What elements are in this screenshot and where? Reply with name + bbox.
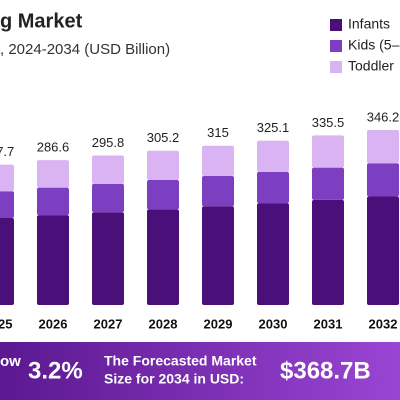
forecast-value: $368.7B: [280, 357, 371, 384]
legend-label: Infants: [348, 16, 390, 32]
bar-segment: [37, 160, 69, 188]
bar-segment: [312, 199, 344, 305]
bar-segment: [147, 180, 179, 210]
bar-segment: [367, 129, 399, 164]
bar-segment: [202, 175, 234, 207]
bar-segment: [202, 206, 234, 305]
chart-title: g Market: [0, 10, 83, 32]
chart-subtitle: , 2024-2034 (USD Billion): [0, 41, 170, 58]
bar-segment: [0, 217, 14, 305]
bar-segment: [0, 164, 14, 192]
legend-swatch: [330, 40, 342, 52]
total-label: 325.1: [257, 120, 290, 135]
bar-segment: [367, 163, 399, 197]
forecast-label: Size for 2034 in USD:: [104, 371, 244, 387]
bar-segment: [92, 212, 124, 305]
bar-segment: [257, 203, 289, 305]
x-tick-label: 2027: [94, 316, 123, 331]
total-label: 286.6: [37, 140, 70, 155]
bar-segment: [312, 167, 344, 200]
bar-segment: [147, 209, 179, 305]
bar-segment: [202, 145, 234, 176]
bar-segment: [92, 183, 124, 213]
total-label: 305.2: [147, 130, 180, 145]
total-label: 277.7: [0, 144, 14, 159]
growth-value: 3.2%: [28, 357, 83, 384]
x-tick-label: 2029: [204, 316, 233, 331]
x-tick-label: 2026: [39, 316, 68, 331]
x-tick-label: 2032: [369, 316, 398, 331]
legend-swatch: [330, 19, 342, 31]
legend-label: Toddler: [348, 58, 394, 74]
total-label: 346.2: [367, 109, 400, 124]
banner: [0, 342, 400, 400]
x-tick-label: 2030: [259, 316, 288, 331]
bar-segment: [367, 196, 399, 305]
total-label: 295.8: [92, 135, 125, 150]
x-tick-label: 2025: [0, 316, 12, 331]
x-tick-label: 2031: [314, 316, 343, 331]
bar-segment: [312, 135, 344, 168]
bar-segment: [37, 215, 69, 305]
bar-segment: [0, 191, 14, 218]
bar-segment: [257, 171, 289, 204]
total-label: 335.5: [312, 115, 345, 130]
x-tick-label: 2028: [149, 316, 178, 331]
bar-segment: [92, 155, 124, 184]
bar-segment: [37, 187, 69, 216]
growth-prefix: ow: [0, 353, 21, 370]
legend-swatch: [330, 61, 342, 73]
bar-segment: [147, 150, 179, 181]
total-label: 315: [207, 125, 229, 140]
bar-segment: [257, 140, 289, 172]
forecast-label: The Forecasted Market: [104, 353, 257, 369]
legend-label: Kids (5–: [348, 37, 400, 53]
